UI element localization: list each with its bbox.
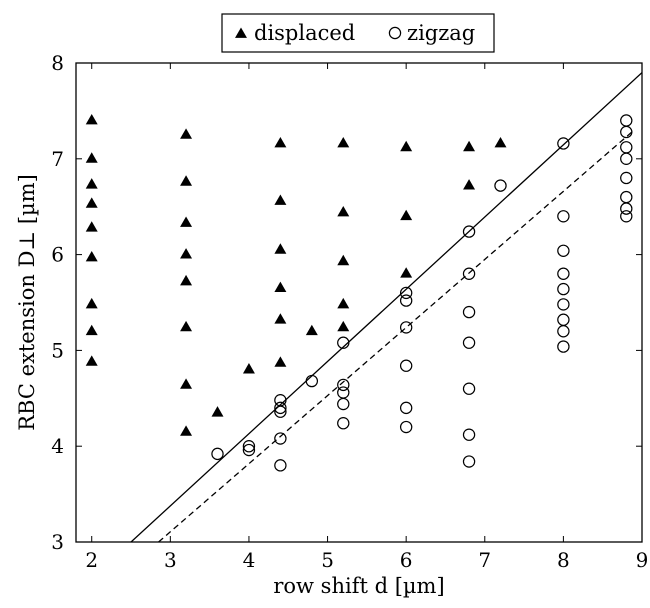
- legend-label-displaced: displaced: [254, 21, 355, 45]
- x-tick-label-2: 4: [243, 548, 256, 572]
- x-tick-label-6: 8: [557, 548, 570, 572]
- legend-label-zigzag: zigzag: [407, 21, 475, 45]
- x-tick-label-5: 7: [478, 548, 491, 572]
- x-tick-label-7: 9: [636, 548, 649, 572]
- y-tick-label-5: 8: [51, 51, 64, 75]
- x-tick-label-3: 5: [321, 548, 334, 572]
- y-tick-label-0: 3: [51, 530, 64, 554]
- legend: displaced zigzag: [222, 14, 494, 52]
- y-tick-label-3: 6: [51, 243, 64, 267]
- y-axis-label: RBC extension D⊥ [µm]: [15, 174, 39, 431]
- y-tick-label-1: 4: [51, 434, 64, 458]
- x-tick-label-4: 6: [400, 548, 413, 572]
- x-tick-label-1: 3: [164, 548, 177, 572]
- x-tick-label-0: 2: [85, 548, 98, 572]
- y-tick-label-4: 7: [51, 147, 64, 171]
- x-axis-label: row shift d [µm]: [273, 574, 444, 598]
- y-tick-label-2: 5: [51, 338, 64, 362]
